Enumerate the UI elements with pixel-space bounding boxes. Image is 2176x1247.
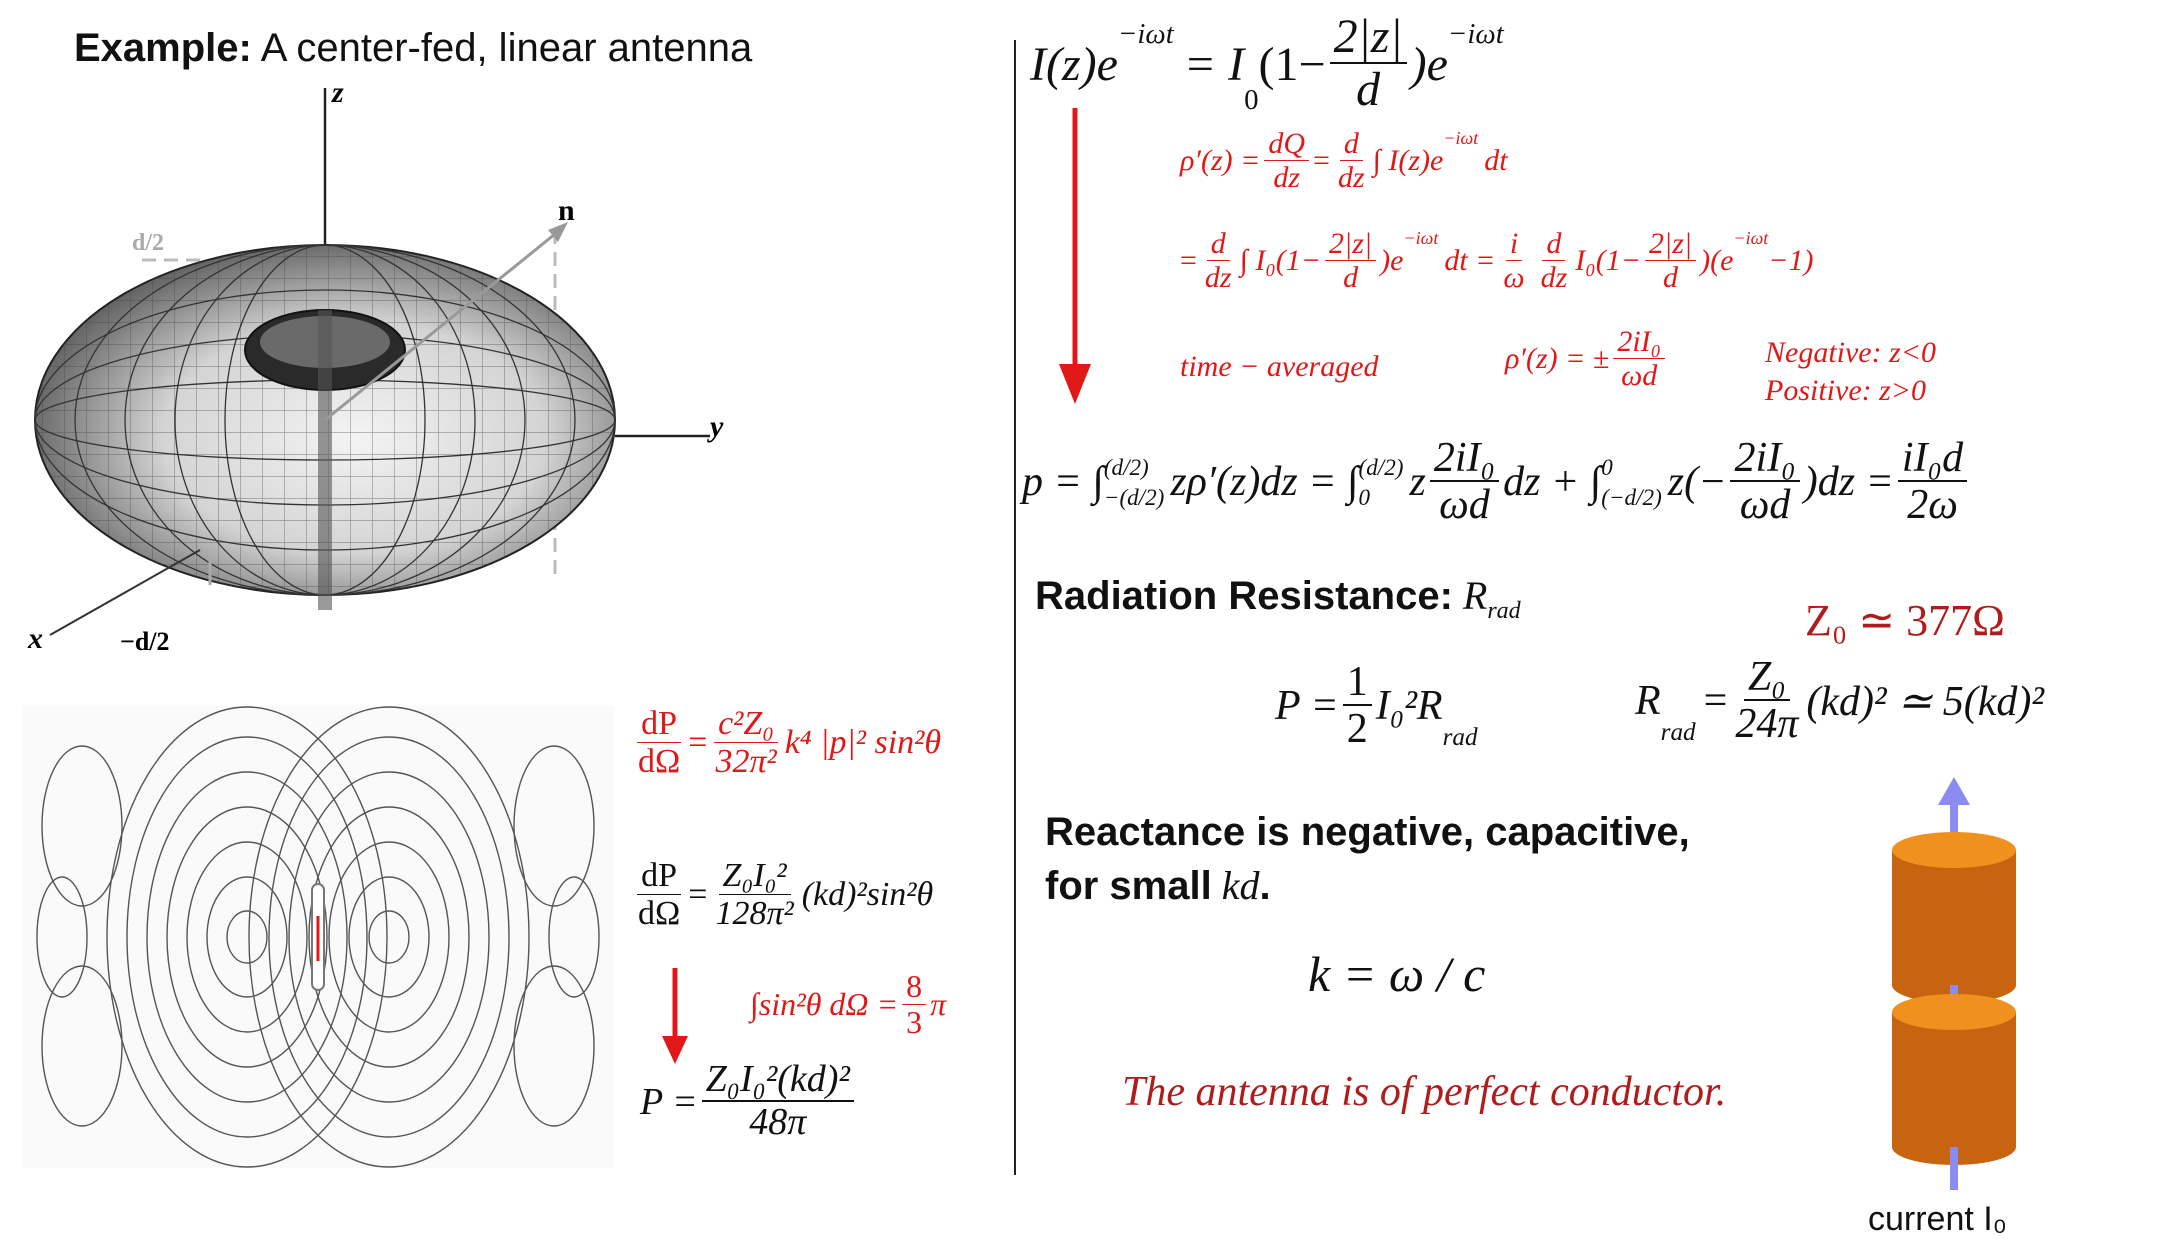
radiation-heading: Radiation Resistance: Rrad <box>1035 573 1521 624</box>
eq-dP-dOmega-2: dP dΩ = Z₀I₀² 128π² (kd)²sin²θ <box>637 857 934 932</box>
axis-label-y: y <box>707 410 724 443</box>
top-cylinder-cap <box>1892 832 2016 868</box>
antenna-cylinders-figure <box>1892 777 2016 1190</box>
z0-value: Z₀ ≃ 377Ω <box>1805 596 2005 645</box>
perfect-conductor-note: The antenna is of perfect conductor. <box>1122 1069 1727 1115</box>
axis-label-z: z <box>331 80 344 109</box>
marker-top: d/2 <box>132 230 164 256</box>
negative-label: Negative: z<0 <box>1765 336 1937 369</box>
column-divider <box>1014 40 1016 1175</box>
title-rest: A center-fed, linear antenna <box>260 26 753 70</box>
title-bold: Example: <box>74 26 252 70</box>
reactance-line1: Reactance is negative, capacitive, <box>1045 810 1690 854</box>
left-down-arrow <box>662 968 688 1064</box>
current-caption: current I₀ <box>1868 1200 2007 1238</box>
eq-dipole-moment: p = ∫ (d/2) −(d/2) zρ′(z)dz = ∫ (d/2) 0 z … <box>1022 436 1971 528</box>
field-lines-figure <box>22 706 614 1168</box>
right-down-arrow <box>1059 108 1091 404</box>
reactance-line2: for small kd. <box>1045 863 1271 908</box>
axis-label-x: x <box>27 622 43 655</box>
x-axis <box>49 549 201 636</box>
bottom-cylinder-cap <box>1892 994 2016 1030</box>
time-averaged-label: time − averaged <box>1180 350 1379 383</box>
n-vector <box>324 228 561 422</box>
eq-dP-dOmega-1: dP dΩ = c²Z₀ 32π² k⁴ |p|² sin²θ <box>637 705 942 780</box>
axis-label-n: n <box>558 194 575 227</box>
eq-rho-line1: ρ′(z) = dQ dz = d dz ∫ I(z)e −iωt dt <box>1180 127 1508 194</box>
marker-bottom: −d/2 <box>120 627 170 656</box>
eq-wavenumber: k = ω / c <box>1308 946 1486 1002</box>
eq-power-total: P = Z₀I₀²(kd)² 48π <box>640 1059 858 1144</box>
eq-rho-averaged: ρ′(z) = ± 2iI₀ ωd <box>1505 326 1669 392</box>
positive-label: Positive: z>0 <box>1765 374 1927 407</box>
antenna-rod <box>318 310 332 610</box>
page-title: Example: A center-fed, linear antenna <box>74 26 752 71</box>
radiation-pattern-3d-figure: z y x n d/2 −d/2 <box>27 80 724 656</box>
